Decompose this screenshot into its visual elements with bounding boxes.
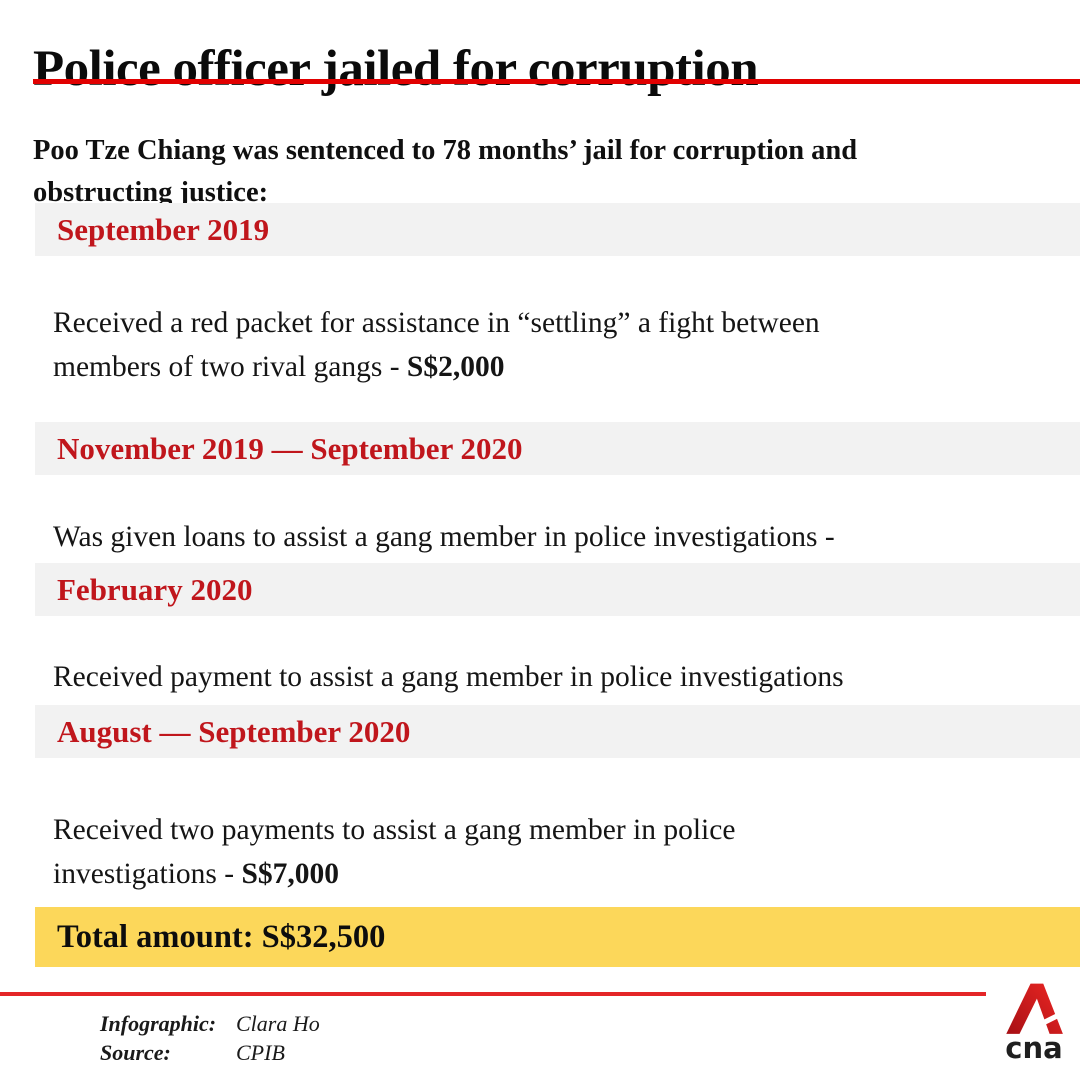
total-amount-text: Total amount: S$32,500 xyxy=(57,918,386,955)
total-amount-bar: Total amount: S$32,500 xyxy=(35,907,1080,967)
body-line: Was given loans to assist a gang member … xyxy=(53,520,835,553)
timeline-header-label: November 2019 — September 2020 xyxy=(57,430,523,466)
credit-label: Infographic: xyxy=(100,1011,217,1036)
footer-divider-rule xyxy=(0,992,986,996)
timeline-body-sep-2019: Received a red packet for assistance in … xyxy=(53,301,1053,389)
title-divider-rule xyxy=(33,79,1080,84)
timeline-header-label: August — September 2020 xyxy=(57,713,411,749)
body-line: Received payment to assist a gang member… xyxy=(53,660,844,693)
timeline-header-aug-sep-2020: August — September 2020 xyxy=(35,705,1080,758)
body-line: Received two payments to assist a gang m… xyxy=(53,813,736,846)
cna-logo: cna xyxy=(995,983,1073,1065)
timeline-header-feb-2020: February 2020 xyxy=(35,563,1080,616)
credit-value: Clara Ho xyxy=(236,1011,320,1036)
timeline-header-label: February 2020 xyxy=(57,571,253,607)
credit-row-infographic: Infographic: Clara Ho xyxy=(100,1009,320,1038)
credit-label: Source: xyxy=(100,1040,171,1065)
timeline-body-aug-sep-2020: Received two payments to assist a gang m… xyxy=(53,808,1053,896)
intro-text: Poo Tze Chiang was sentenced to 78 month… xyxy=(33,130,1043,214)
body-amount: S$7,000 xyxy=(241,857,339,890)
intro-line-1: Poo Tze Chiang was sentenced to 78 month… xyxy=(33,134,858,166)
credit-value: CPIB xyxy=(236,1040,285,1065)
timeline-header-nov-2019-sep-2020: November 2019 — September 2020 xyxy=(35,422,1080,475)
cna-logo-icon xyxy=(1005,983,1063,1035)
body-line: members of two rival gangs - xyxy=(53,350,407,383)
timeline-header-label: September 2019 xyxy=(57,211,270,247)
credit-row-source: Source: CPIB xyxy=(100,1038,320,1067)
body-line: Received a red packet for assistance in … xyxy=(53,306,820,339)
timeline-body-nov-2019-sep-2020: Was given loans to assist a gang member … xyxy=(53,515,1053,603)
intro-line-2: obstructing justice: xyxy=(33,176,269,208)
body-amount: S$2,000 xyxy=(406,350,505,383)
body-line: investigations - xyxy=(53,857,242,890)
credits-block: Infographic: Clara Ho Source: CPIB xyxy=(100,1009,320,1067)
page-title: Police officer jailed for corruption xyxy=(33,41,759,98)
cna-logo-wordmark: cna xyxy=(1005,1031,1063,1065)
timeline-header-sep-2019: September 2019 xyxy=(35,203,1080,256)
